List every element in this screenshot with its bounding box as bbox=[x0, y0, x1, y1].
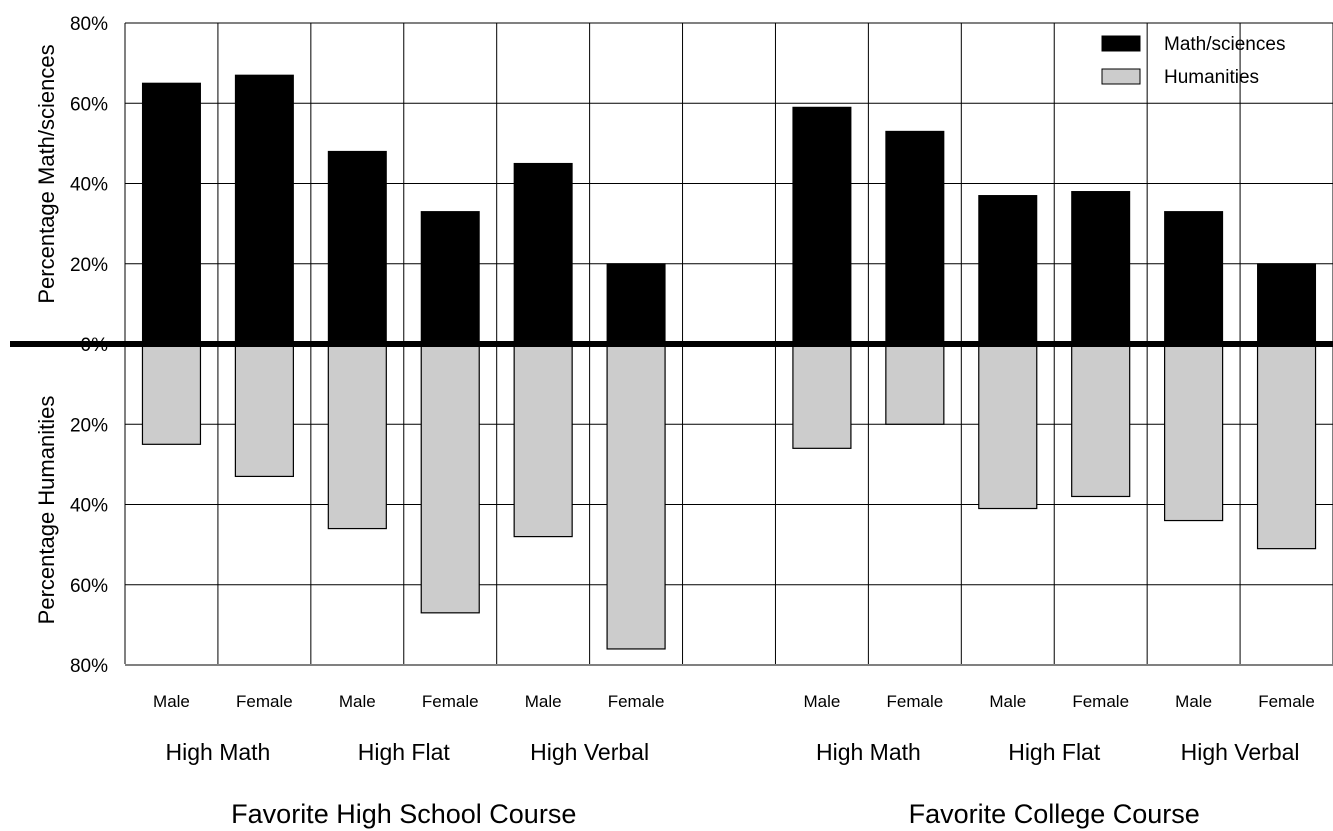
x-tick-label-gender: Male bbox=[803, 692, 840, 711]
bar-humanities bbox=[420, 343, 480, 614]
x-group-label: High Verbal bbox=[1181, 739, 1300, 765]
x-tick-label-gender: Male bbox=[1175, 692, 1212, 711]
y-tick-label: 0% bbox=[81, 335, 109, 356]
bar-math-sciences bbox=[420, 211, 480, 345]
y-tick-labels: 80% 60% 40% 20% 0% 20% 40% 60% 80% bbox=[70, 14, 108, 677]
bar-math-sciences bbox=[1257, 263, 1317, 345]
x-tick-label-gender: Female bbox=[236, 692, 293, 711]
y-axis-label-math: Percentage Math/sciences bbox=[34, 44, 59, 303]
x-group-label: High Verbal bbox=[530, 739, 649, 765]
bar-math-sciences bbox=[1071, 191, 1131, 345]
x-tick-label-gender: Female bbox=[608, 692, 665, 711]
x-tick-label-gender: Female bbox=[422, 692, 479, 711]
y-tick-label: 40% bbox=[70, 175, 108, 196]
x-labels: Male Female Male Female Male Female Male Female… bbox=[153, 692, 1315, 829]
legend: Math/sciences Humanities bbox=[1101, 34, 1285, 88]
bar-humanities bbox=[513, 343, 573, 538]
bar-math-sciences bbox=[513, 162, 573, 345]
x-group-label: High Math bbox=[166, 739, 271, 765]
bar-humanities bbox=[141, 343, 202, 445]
y-axis-label-humanities: Percentage Humanities bbox=[34, 396, 59, 625]
legend-label-math-sciences: Math/sciences bbox=[1164, 34, 1285, 55]
x-group-label: High Math bbox=[816, 739, 921, 765]
y-tick-label: 40% bbox=[70, 496, 108, 517]
y-tick-label: 80% bbox=[70, 14, 108, 35]
bar-math-sciences bbox=[606, 263, 666, 345]
bar-math-sciences bbox=[234, 74, 294, 345]
y-tick-label: 60% bbox=[70, 94, 108, 115]
y-tick-label: 20% bbox=[70, 255, 108, 276]
x-group-label: High Flat bbox=[1008, 739, 1101, 765]
x-tick-label-gender: Female bbox=[1258, 692, 1315, 711]
x-tick-label-gender: Male bbox=[525, 692, 562, 711]
bars bbox=[141, 74, 1317, 650]
x-tick-label-gender: Male bbox=[153, 692, 190, 711]
y-tick-label: 80% bbox=[70, 656, 108, 677]
x-section-label: Favorite High School Course bbox=[231, 799, 576, 829]
x-tick-label-gender: Female bbox=[1072, 692, 1129, 711]
bar-humanities bbox=[234, 343, 294, 478]
bar-humanities bbox=[792, 343, 852, 449]
bar-humanities bbox=[1071, 343, 1131, 498]
bar-humanities bbox=[606, 343, 666, 650]
y-tick-label: 20% bbox=[70, 415, 108, 436]
x-tick-label-gender: Male bbox=[339, 692, 376, 711]
bar-humanities bbox=[1256, 343, 1317, 550]
y-tick-label: 60% bbox=[70, 576, 108, 597]
legend-swatch-humanities bbox=[1101, 68, 1141, 85]
bar-math-sciences bbox=[885, 130, 945, 345]
bar-humanities bbox=[978, 343, 1038, 510]
bar-humanities bbox=[885, 343, 945, 425]
legend-swatch-math-sciences bbox=[1101, 35, 1141, 52]
x-group-label: High Flat bbox=[358, 739, 451, 765]
x-section-label: Favorite College Course bbox=[909, 799, 1200, 829]
bar-math-sciences bbox=[327, 150, 387, 345]
bar-humanities bbox=[1164, 343, 1224, 522]
x-tick-label-gender: Female bbox=[887, 692, 944, 711]
legend-label-humanities: Humanities bbox=[1164, 67, 1259, 88]
bar-math-sciences bbox=[1164, 211, 1224, 345]
bar-math-sciences bbox=[792, 106, 852, 345]
x-tick-label-gender: Male bbox=[989, 692, 1026, 711]
bar-math-sciences bbox=[978, 195, 1038, 345]
bar-math-sciences bbox=[141, 82, 201, 345]
bar-humanities bbox=[327, 343, 387, 530]
